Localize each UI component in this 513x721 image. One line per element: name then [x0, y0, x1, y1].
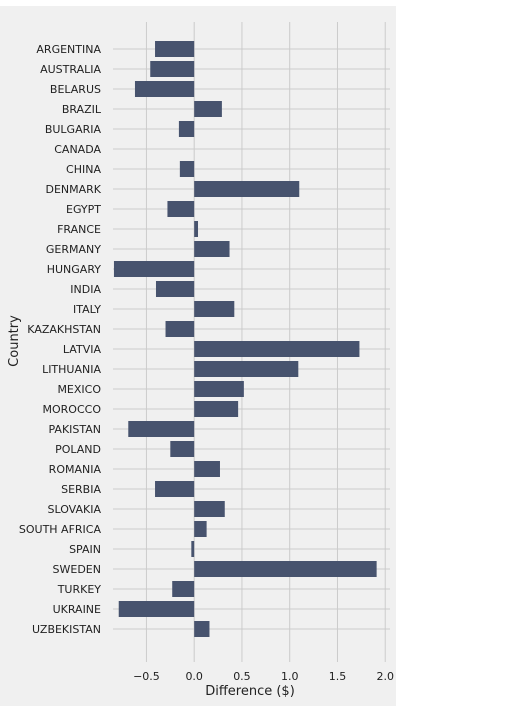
y-tick-label: MEXICO — [57, 383, 101, 396]
bar-denmark — [194, 181, 300, 197]
bar-poland — [170, 441, 195, 457]
y-tick-label: ARGENTINA — [36, 43, 101, 56]
bar-turkey — [172, 581, 195, 597]
y-tick-label: POLAND — [55, 443, 101, 456]
y-tick-label: BELARUS — [50, 83, 101, 96]
bar-spain — [191, 541, 195, 557]
bar-uzbekistan — [194, 621, 210, 637]
bar-romania — [194, 461, 220, 477]
bar-latvia — [194, 341, 360, 357]
y-tick-label: ITALY — [73, 303, 101, 316]
bar-belarus — [134, 81, 195, 97]
x-tick-label: 1.0 — [281, 670, 299, 683]
y-tick-label: CHINA — [66, 163, 101, 176]
bar-ukraine — [118, 601, 195, 617]
x-tick-label: 1.5 — [329, 670, 347, 683]
y-tick-label: DENMARK — [45, 183, 101, 196]
bar-south-africa — [194, 521, 207, 537]
y-tick-label: MOROCCO — [43, 403, 102, 416]
bar-egypt — [167, 201, 195, 217]
bar-pakistan — [128, 421, 195, 437]
bar-brazil — [194, 101, 222, 117]
bar-kazakhstan — [165, 321, 195, 337]
bar-germany — [194, 241, 230, 257]
y-tick-label: SPAIN — [69, 543, 101, 556]
bar-china — [179, 161, 195, 177]
y-tick-label: BULGARIA — [45, 123, 102, 136]
y-tick-label: LITHUANIA — [42, 363, 101, 376]
y-tick-label: EGYPT — [66, 203, 101, 216]
y-tick-label: TURKEY — [57, 583, 102, 596]
bar-sweden — [194, 561, 377, 577]
y-tick-label: CANADA — [54, 143, 101, 156]
y-tick-label: HUNGARY — [47, 263, 102, 276]
bar-france — [194, 221, 199, 237]
bar-hungary — [113, 261, 195, 277]
y-tick-label: UZBEKISTAN — [32, 623, 101, 636]
bar-slovakia — [194, 501, 225, 517]
y-tick-label: FRANCE — [57, 223, 101, 236]
bar-serbia — [155, 481, 195, 497]
y-tick-label: BRAZIL — [62, 103, 102, 116]
y-tick-labels: ARGENTINA AUSTRALIA BELARUS BRAZIL BULGARIA C… — [19, 43, 102, 636]
bars — [113, 41, 377, 637]
y-tick-label: PAKISTAN — [48, 423, 101, 436]
x-tick-label: 0.5 — [233, 670, 251, 683]
y-tick-label: ROMANIA — [49, 463, 102, 476]
x-axis-label: Difference ($) — [205, 684, 295, 699]
y-tick-label: GERMANY — [46, 243, 101, 256]
y-tick-label: SERBIA — [61, 483, 101, 496]
x-tick-label: −0.5 — [133, 670, 160, 683]
bar-argentina — [155, 41, 195, 57]
y-tick-label: INDIA — [70, 283, 101, 296]
y-tick-label: SWEDEN — [53, 563, 101, 576]
x-tick-labels: −0.5 0.0 0.5 1.0 1.5 2.0 — [133, 670, 394, 683]
y-tick-label: AUSTRALIA — [40, 63, 101, 76]
y-axis-label: Country — [7, 315, 22, 367]
bar-australia — [150, 61, 195, 77]
y-tick-label: LATVIA — [63, 343, 102, 356]
bar-mexico — [194, 381, 244, 397]
x-tick-label: 2.0 — [376, 670, 394, 683]
bar-india — [155, 281, 195, 297]
bar-morocco — [194, 401, 239, 417]
bar-italy — [194, 301, 235, 317]
x-tick-label: 0.0 — [185, 670, 203, 683]
y-tick-label: KAZAKHSTAN — [27, 323, 101, 336]
y-tick-label: UKRAINE — [53, 603, 101, 616]
y-tick-label: SOUTH AFRICA — [19, 523, 102, 536]
bar-lithuania — [194, 361, 299, 377]
bar-bulgaria — [178, 121, 195, 137]
y-tick-label: SLOVAKIA — [47, 503, 101, 516]
